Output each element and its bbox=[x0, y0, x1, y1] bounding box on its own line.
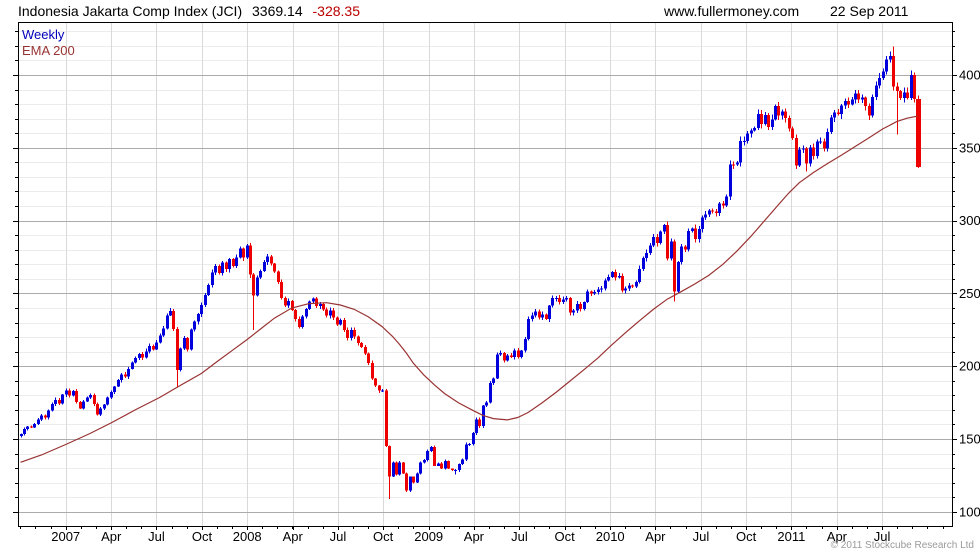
chart-date: 22 Sep 2011 bbox=[830, 3, 909, 19]
price-change: -328.35 bbox=[312, 3, 360, 19]
svg-text:Jul: Jul bbox=[874, 529, 891, 544]
svg-text:2000: 2000 bbox=[959, 359, 980, 374]
last-price: 3369.14 bbox=[252, 3, 303, 19]
svg-text:1500: 1500 bbox=[959, 432, 980, 447]
svg-text:Apr: Apr bbox=[827, 529, 848, 544]
legend-ema-label: EMA 200 bbox=[22, 43, 75, 58]
chart-title: Indonesia Jakarta Comp Index (JCI) 3369.… bbox=[18, 3, 360, 19]
copyright-notice: © 2011 Stockcube Research Ltd bbox=[830, 540, 974, 551]
svg-text:2007: 2007 bbox=[51, 529, 80, 544]
svg-text:4000: 4000 bbox=[959, 68, 980, 83]
svg-text:Jul: Jul bbox=[693, 529, 710, 544]
legend-weekly-label: Weekly bbox=[22, 27, 65, 42]
svg-text:Apr: Apr bbox=[645, 529, 666, 544]
svg-text:Jul: Jul bbox=[511, 529, 528, 544]
svg-text:1000: 1000 bbox=[959, 504, 980, 519]
chart-header-right: www.fullermoney.com 22 Sep 2011 bbox=[664, 3, 908, 19]
svg-text:Oct: Oct bbox=[373, 529, 394, 544]
svg-text:Jul: Jul bbox=[148, 529, 165, 544]
svg-text:2008: 2008 bbox=[233, 529, 262, 544]
svg-text:2500: 2500 bbox=[959, 286, 980, 301]
svg-text:Apr: Apr bbox=[101, 529, 122, 544]
svg-text:Jul: Jul bbox=[330, 529, 347, 544]
svg-text:2011: 2011 bbox=[777, 529, 805, 544]
svg-text:Oct: Oct bbox=[192, 529, 213, 544]
svg-text:Oct: Oct bbox=[736, 529, 757, 544]
instrument-name: Indonesia Jakarta Comp Index (JCI) bbox=[18, 3, 243, 19]
svg-text:2009: 2009 bbox=[414, 529, 443, 544]
website-text: www.fullermoney.com bbox=[664, 3, 800, 19]
svg-text:Oct: Oct bbox=[555, 529, 576, 544]
svg-text:Apr: Apr bbox=[283, 529, 304, 544]
svg-text:3000: 3000 bbox=[959, 213, 980, 228]
svg-text:Apr: Apr bbox=[464, 529, 485, 544]
svg-text:2010: 2010 bbox=[596, 529, 625, 544]
svg-text:3500: 3500 bbox=[959, 140, 980, 155]
